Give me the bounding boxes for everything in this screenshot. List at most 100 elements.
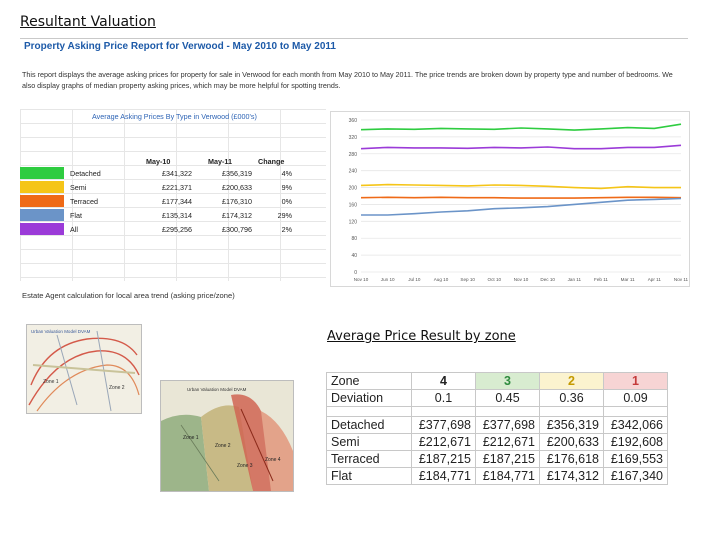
price-cell: £184,771 [411, 467, 476, 485]
row-type: Terraced [70, 197, 98, 206]
row-label: Semi [326, 433, 412, 451]
map1-zone2: Zone 2 [109, 385, 125, 391]
report-description: This report displays the average asking … [22, 70, 673, 90]
row-may10: £221,371 [162, 183, 192, 192]
row-label: Flat [326, 467, 412, 485]
zone-map-2: Urban Valuation Model DVAM Zone 1 Zone 2… [160, 380, 294, 492]
chart-x-tick-label: Jul 10 [408, 277, 421, 282]
deviation-value: 0.1 [411, 389, 476, 407]
row-change: 0% [281, 197, 292, 206]
row-change: 2% [281, 225, 292, 234]
swatch-flat [20, 209, 64, 221]
price-cell: £212,671 [411, 433, 476, 451]
map2-zone3: Zone 3 [237, 463, 253, 469]
row-type: Semi [70, 183, 87, 192]
deviation-label: Deviation [326, 389, 412, 407]
chart-x-tick-label: Jan 11 [568, 277, 582, 282]
zone-header-label: Zone [326, 372, 412, 390]
chart-y-tick-label: 360 [349, 118, 358, 124]
price-cell: £167,340 [603, 467, 668, 485]
table-row: Terraced £187,215 £187,215 £176,618 £169… [326, 450, 668, 468]
row-may10: £341,322 [162, 169, 192, 178]
chart-y-tick-label: 320 [349, 135, 358, 141]
map2-zone2: Zone 2 [215, 443, 231, 449]
row-change: 9% [281, 183, 292, 192]
zone-header-row: Zone 4 3 2 1 [326, 372, 668, 390]
chart-x-tick-label: Mar 11 [621, 277, 635, 282]
price-cell: £377,698 [475, 416, 540, 434]
col-header-may10: May-10 [146, 157, 171, 166]
zone-3-header: 3 [475, 372, 540, 390]
chart-x-tick-label: Aug 10 [434, 277, 449, 282]
chart-y-tick-label: 240 [349, 169, 358, 175]
map2-zone1: Zone 1 [183, 435, 199, 441]
row-type: All [70, 225, 78, 234]
zone-results-table: Zone 4 3 2 1 Deviation 0.1 0.45 0.36 0.0… [326, 372, 668, 485]
map2-zone4: Zone 4 [265, 457, 281, 463]
swatch-semi [20, 181, 64, 193]
price-cell: £377,698 [411, 416, 476, 434]
map1-title: Urban Valuation Model DVAM [31, 329, 91, 334]
zone-4-header: 4 [411, 372, 476, 390]
row-may10: £295,256 [162, 225, 192, 234]
chart-x-tick-label: Sep 10 [460, 277, 475, 282]
chart-y-tick-label: 160 [349, 202, 358, 208]
deviation-value: 0.36 [539, 389, 604, 407]
series-line-flat [361, 197, 682, 216]
price-cell: £212,671 [475, 433, 540, 451]
row-may11: £174,312 [222, 211, 252, 220]
row-may11: £300,796 [222, 225, 252, 234]
chart-y-tick-label: 0 [354, 270, 357, 276]
deviation-value: 0.09 [603, 389, 668, 407]
swatch-all [20, 223, 64, 235]
price-cell: £169,553 [603, 450, 668, 468]
row-label: Terraced [326, 450, 412, 468]
chart-x-tick-label: Dec 10 [540, 277, 555, 282]
col-header-change: Change [258, 157, 285, 166]
chart-y-tick-label: 40 [351, 253, 357, 259]
report-title: Property Asking Price Report for Verwood… [24, 41, 336, 52]
chart-x-tick-label: Apr 11 [648, 277, 662, 282]
series-line-semi [360, 183, 681, 190]
zone-1-header: 1 [603, 372, 668, 390]
price-cell: £187,215 [411, 450, 476, 468]
swatch-terraced [20, 195, 64, 207]
slide-title: Resultant Valuation [20, 14, 156, 30]
map2-title: Urban Valuation Model DVAM [187, 387, 247, 392]
row-may10: £135,314 [162, 211, 192, 220]
price-cell: £356,319 [539, 416, 604, 434]
zone-2-header: 2 [539, 372, 604, 390]
row-may11: £200,633 [222, 183, 252, 192]
price-cell: £187,215 [475, 450, 540, 468]
series-line-terraced [360, 196, 682, 199]
chart-x-tick-label: Nov 10 [354, 277, 369, 282]
report-panel: Property Asking Price Report for Verwood… [20, 38, 690, 311]
row-may11: £176,310 [222, 197, 252, 206]
chart-y-tick-label: 280 [349, 152, 358, 158]
price-cell: £192,608 [603, 433, 668, 451]
estate-agent-label: Estate Agent calculation for local area … [22, 291, 235, 300]
swatch-detached [20, 167, 64, 179]
chart-x-tick-label: Nov 11 [674, 277, 689, 282]
row-label: Detached [326, 416, 412, 434]
chart-x-tick-label: Feb 11 [594, 277, 608, 282]
chart-x-tick-label: Jun 10 [381, 277, 395, 282]
chart-x-tick-label: Nov 10 [514, 277, 529, 282]
spreadsheet-grid [20, 109, 326, 281]
price-cell: £176,618 [539, 450, 604, 468]
map1-zone1: Zone 1 [43, 379, 59, 385]
col-header-may11: May-11 [208, 157, 232, 166]
row-type: Detached [70, 169, 101, 178]
row-change: 29% [277, 211, 292, 220]
zone-results-title: Average Price Result by zone [327, 329, 516, 344]
row-type: Flat [70, 211, 82, 220]
spacer-row [326, 406, 668, 417]
series-line-detached [360, 123, 682, 131]
deviation-row: Deviation 0.1 0.45 0.36 0.09 [326, 389, 668, 407]
row-change: 4% [281, 169, 292, 178]
chart-y-tick-label: 80 [351, 236, 357, 242]
price-trend-chart-svg: 0 40 80 120 160 200 240 280 320 360 Nov 10 Jun 10 Ju… [349, 118, 689, 282]
table-row: Flat £184,771 £184,771 £174,312 £167,340 [326, 467, 668, 485]
chart-x-tick-label: Oct 10 [488, 277, 502, 282]
row-may11: £356,319 [222, 169, 252, 178]
